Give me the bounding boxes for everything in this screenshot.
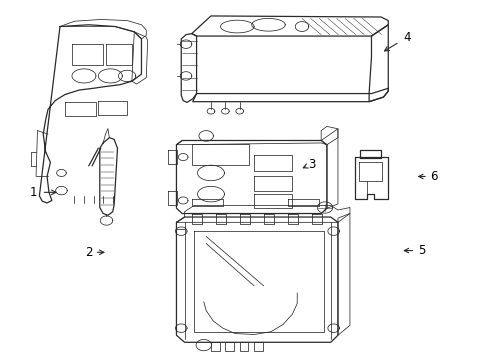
Text: 4: 4 <box>403 31 410 44</box>
Text: 3: 3 <box>307 158 315 171</box>
Text: 6: 6 <box>429 170 437 183</box>
Text: 2: 2 <box>85 246 92 259</box>
Text: 5: 5 <box>417 244 425 257</box>
Text: 1: 1 <box>30 186 37 199</box>
